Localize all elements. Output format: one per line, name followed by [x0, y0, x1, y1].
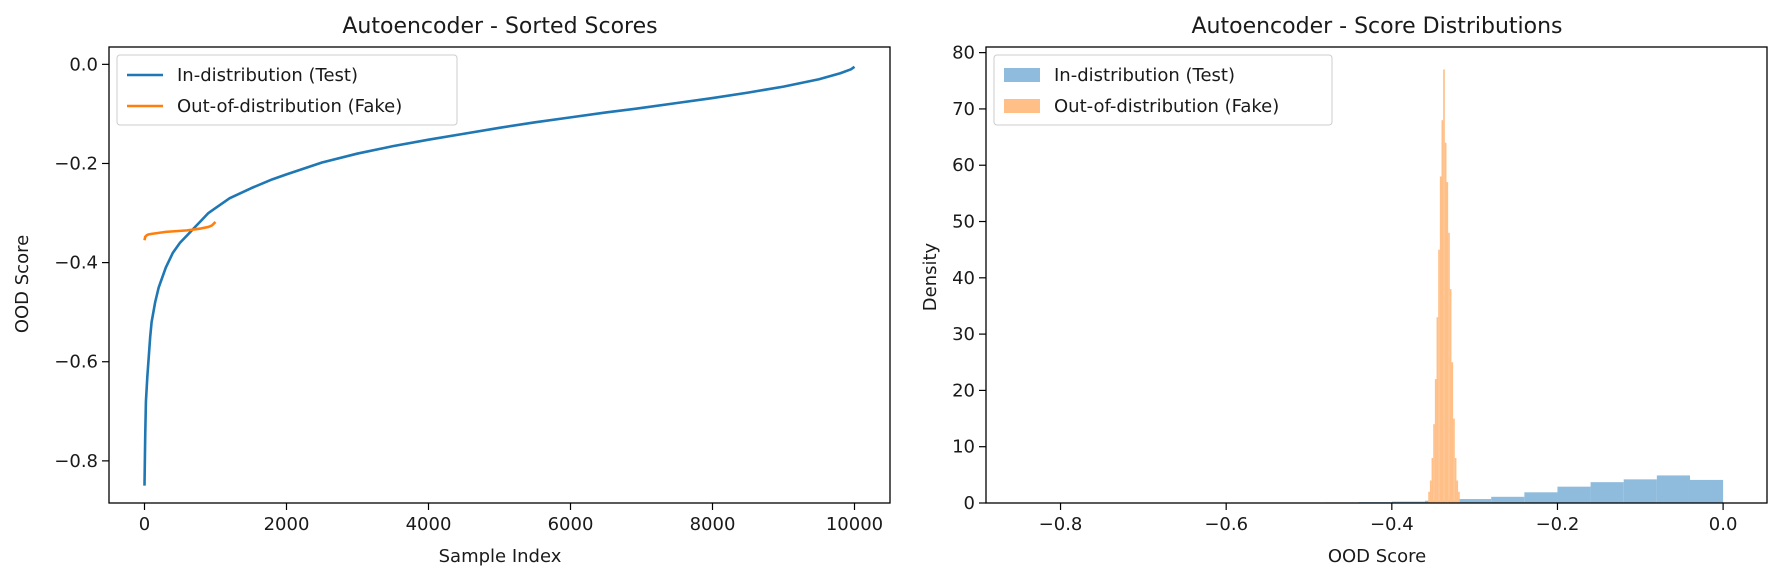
plot-area [1027, 69, 1724, 504]
legend-box [116, 54, 458, 126]
series-line [143, 221, 217, 241]
y-tick-label: 20 [952, 380, 975, 401]
legend-label: In-distribution (Test) [1054, 65, 1235, 86]
x-tick-label: 2000 [264, 514, 310, 535]
x-tick-label: 8000 [690, 514, 736, 535]
x-tick-label: −0.2 [1536, 514, 1580, 535]
legend: In-distribution (Test) Out-of-distributio… [116, 54, 458, 126]
histogram-bar [1454, 457, 1457, 503]
y-tick-label: −0.2 [54, 153, 98, 174]
histogram-bar [1428, 491, 1430, 503]
plot-area [143, 65, 856, 486]
histogram-bar [1458, 491, 1460, 503]
x-tick-label: 6000 [548, 514, 594, 535]
legend-swatch [1004, 68, 1040, 82]
x-tick-label: −0.6 [1204, 514, 1248, 535]
histogram-bar [1448, 232, 1450, 503]
sorted-scores-chart: Autoencoder - Sorted Scores Sample Index… [12, 14, 891, 567]
x-axis-label: OOD Score [1328, 546, 1426, 567]
legend: In-distribution (Test) Out-of-distributio… [993, 54, 1333, 126]
y-tick-label: 30 [952, 324, 975, 345]
x-tick-label: 0.0 [1709, 514, 1738, 535]
histogram-bar [1433, 424, 1435, 503]
histogram-bar [1431, 457, 1434, 503]
histogram-bar [1557, 486, 1591, 503]
axis-ticks: −0.8 −0.6 −0.4 −0.2 0.0 0 10 20 30 40 50 60 70 80 [952, 43, 1737, 535]
histogram-bar [1443, 69, 1445, 503]
x-axis-label: Sample Index [439, 546, 562, 567]
y-tick-label: 0 [964, 493, 975, 514]
y-axis-label: Density [920, 242, 941, 311]
histogram-bar [1429, 480, 1432, 503]
histogram-bar [1449, 289, 1452, 503]
histogram-bar [1623, 479, 1657, 503]
y-tick-label: 0.0 [69, 54, 98, 75]
y-tick-label: −0.4 [54, 253, 98, 274]
x-tick-label: −0.8 [1039, 514, 1083, 535]
histogram-bar [1491, 496, 1525, 503]
histogram-bar [1439, 176, 1442, 503]
histogram-bar [1458, 499, 1492, 503]
histogram-bar [1656, 475, 1690, 503]
x-tick-label: −0.4 [1370, 514, 1414, 535]
histogram-bar [1524, 492, 1558, 503]
chart-title: Autoencoder - Sorted Scores [342, 14, 657, 39]
axes-frame [108, 46, 891, 504]
y-axis-label: OOD Score [12, 235, 33, 333]
y-tick-label: 80 [952, 43, 975, 64]
legend-box [993, 54, 1333, 126]
histogram-bar [1456, 480, 1459, 503]
x-tick-label: 10000 [826, 514, 883, 535]
y-tick-label: 10 [952, 437, 975, 458]
axis-ticks: 0 2000 4000 6000 8000 10000 0.0 −0.2 −0.4 −0.6 −0.… [54, 54, 883, 535]
histogram-bar [1434, 379, 1437, 503]
x-tick-label: 0 [139, 514, 150, 535]
legend-label: In-distribution (Test) [177, 65, 358, 86]
histogram-bar [1689, 479, 1724, 503]
series-line [143, 65, 856, 486]
y-tick-label: 40 [952, 268, 975, 289]
histogram-bar [1436, 317, 1439, 503]
y-tick-label: 50 [952, 212, 975, 233]
score-distribution-chart: Autoencoder - Score Distributions OOD Sc… [920, 14, 1768, 567]
histogram-bar [1590, 482, 1624, 503]
legend-label: Out-of-distribution (Fake) [177, 96, 402, 117]
y-tick-label: 60 [952, 155, 975, 176]
histogram-bar [1438, 249, 1440, 503]
histogram-bar [1391, 501, 1425, 503]
legend-swatch [1004, 99, 1040, 113]
histogram-bar [1446, 182, 1449, 503]
histogram-bar [1451, 362, 1454, 503]
y-tick-label: −0.8 [54, 451, 98, 472]
legend-label: Out-of-distribution (Fake) [1054, 96, 1279, 117]
x-tick-label: 4000 [406, 514, 452, 535]
axes-frame [985, 46, 1768, 504]
chart-title: Autoencoder - Score Distributions [1191, 14, 1562, 39]
histogram-bar [1453, 418, 1455, 503]
histogram-bar [1444, 142, 1447, 503]
y-tick-label: 70 [952, 99, 975, 120]
histogram-bar [1441, 120, 1444, 504]
y-tick-label: −0.6 [54, 352, 98, 373]
